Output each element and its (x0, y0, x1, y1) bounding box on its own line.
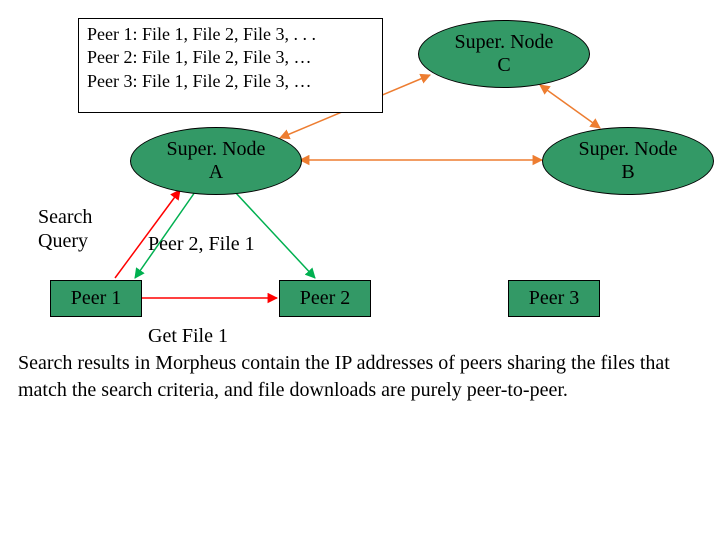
supernode-a-label-bottom: A (209, 161, 223, 184)
diagram-canvas: Peer 1: File 1, File 2, File 3, . . .Pee… (0, 0, 720, 540)
supernode-c: Super. Node C (418, 20, 590, 88)
explanation-text: Search results in Morpheus contain the I… (18, 350, 702, 404)
supernode-b-label-bottom: B (621, 161, 634, 184)
peer2-file1-label: Peer 2, File 1 (148, 232, 255, 256)
supernode-b: Super. Node B (542, 127, 714, 195)
peer-1-box: Peer 1 (50, 280, 142, 317)
B-to-C (540, 85, 600, 128)
peer-2-box: Peer 2 (279, 280, 371, 317)
supernode-b-label-top: Super. Node (579, 138, 678, 161)
supernode-a-label-top: Super. Node (167, 138, 266, 161)
supernode-c-label-top: Super. Node (455, 31, 554, 54)
search-query-label: Search Query (38, 205, 92, 253)
supernode-a: Super. Node A (130, 127, 302, 195)
get-file1-label: Get File 1 (148, 324, 228, 348)
supernode-c-label-bottom: C (497, 54, 510, 77)
file-list-box: Peer 1: File 1, File 2, File 3, . . .Pee… (78, 18, 383, 113)
peer-3-box: Peer 3 (508, 280, 600, 317)
